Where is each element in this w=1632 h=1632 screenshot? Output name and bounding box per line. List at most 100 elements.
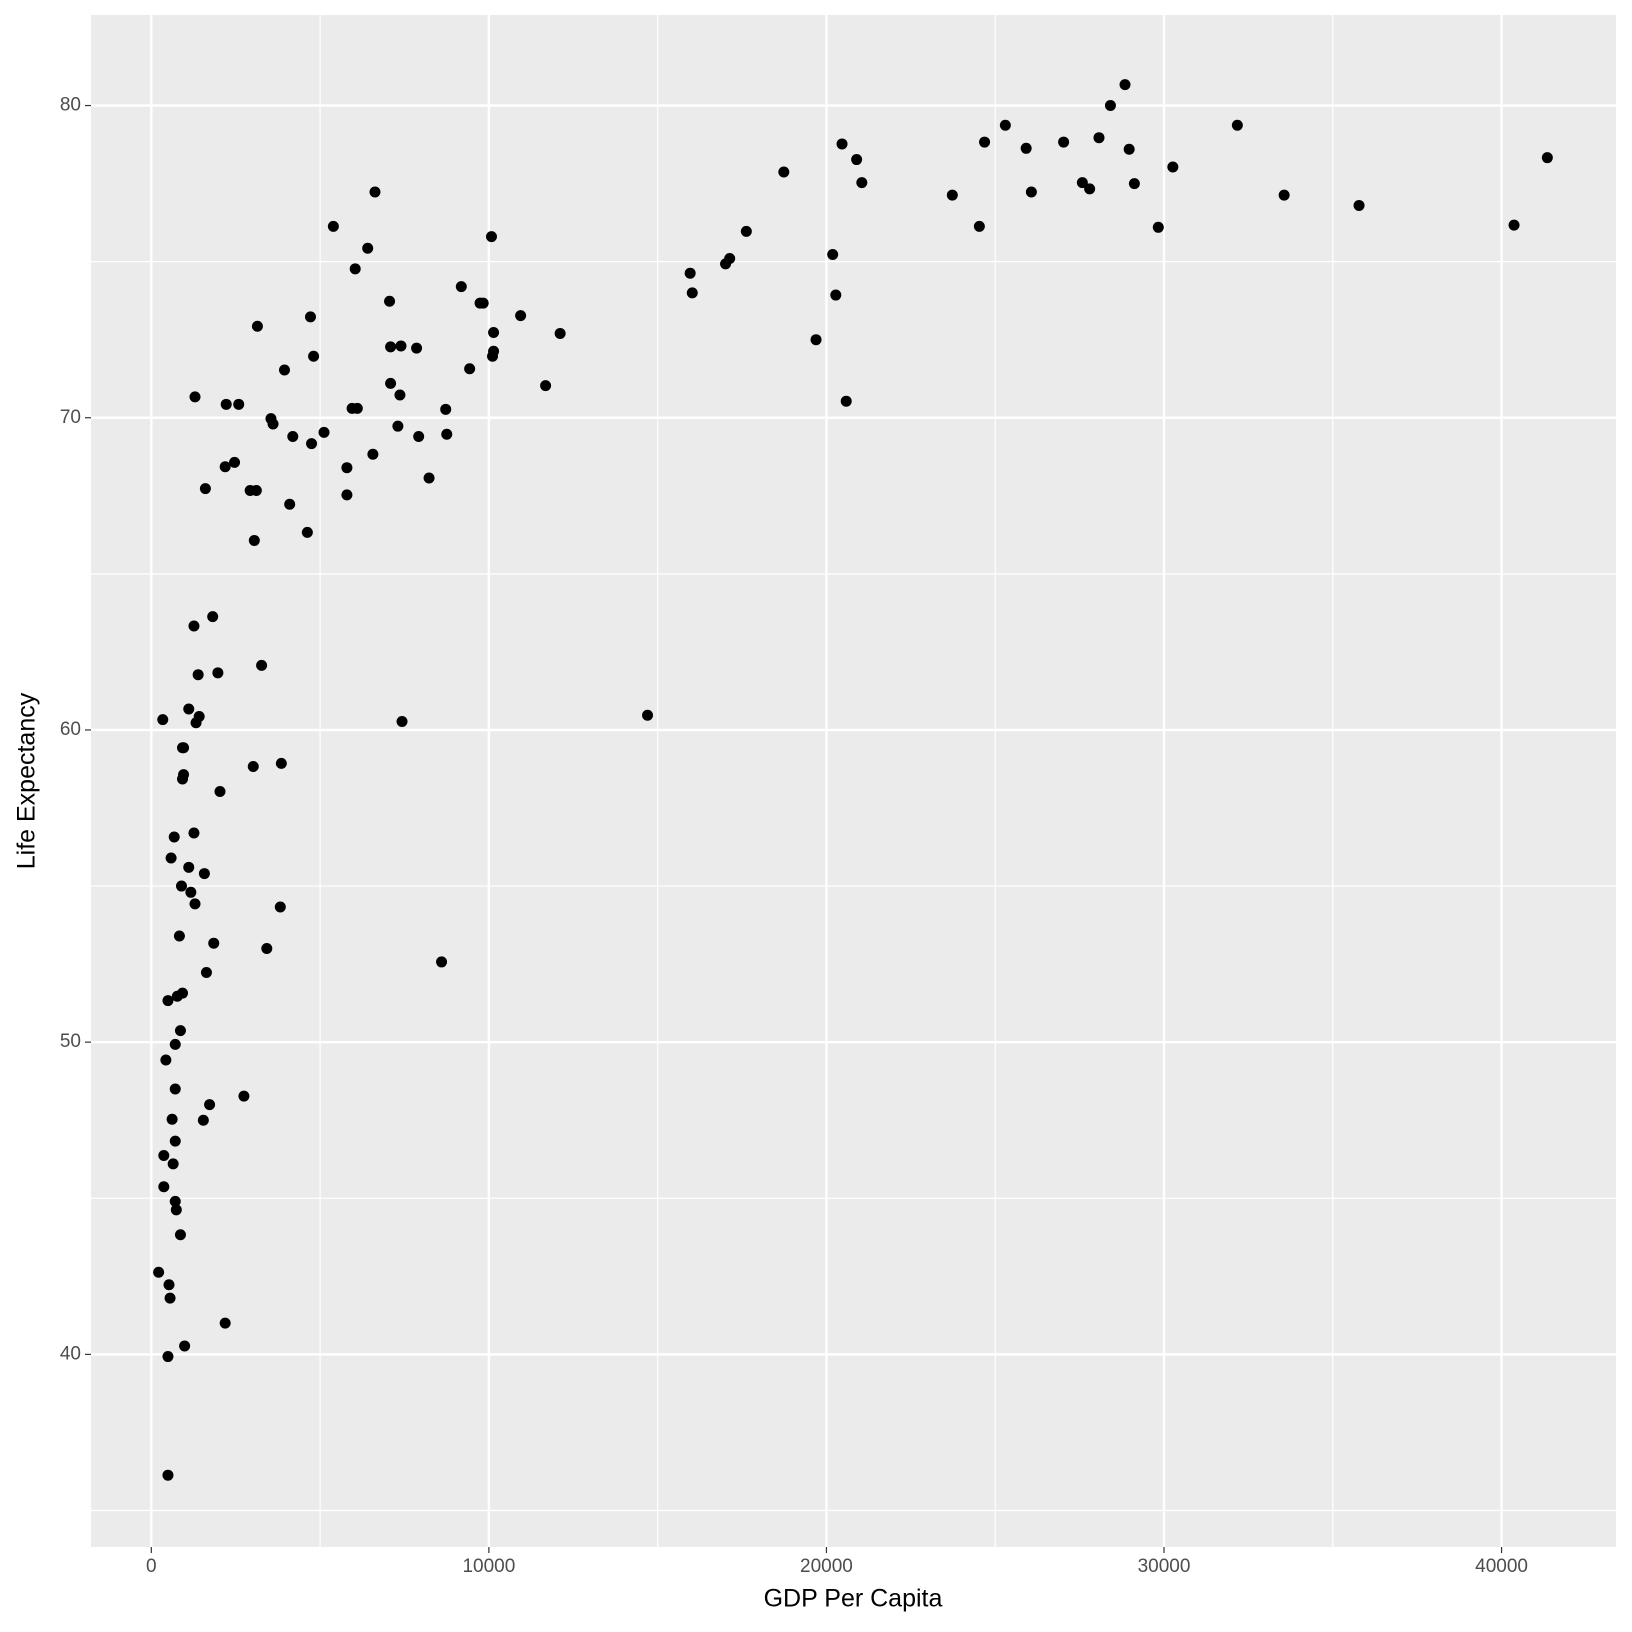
point [250,484,262,496]
point [176,880,188,892]
point [1167,161,1179,173]
point [274,901,286,913]
point [1353,199,1365,211]
point [275,757,287,769]
x-tick-label: 30000 [1138,1556,1191,1577]
point [183,703,195,715]
point [341,489,353,501]
point [413,430,425,442]
point [169,1135,181,1147]
x-tick-label: 0 [146,1556,157,1577]
y-tick-label: 60 [60,719,81,740]
point [238,1090,250,1102]
panel-background [91,15,1616,1547]
point [284,498,296,510]
point [349,263,361,275]
point [1093,132,1105,144]
point [327,220,339,232]
point [1119,79,1131,91]
point [464,363,476,375]
point [189,391,201,403]
y-tick-label: 70 [60,407,81,428]
point [827,248,839,260]
point [219,1317,231,1329]
point [167,1158,179,1170]
point [174,1229,186,1241]
point [153,1266,165,1278]
point [220,398,232,410]
point [367,448,379,460]
point [267,418,279,430]
point [396,716,408,728]
point [192,669,204,681]
point [157,714,169,726]
point [177,773,189,785]
point [301,526,313,538]
point [385,377,397,389]
point [169,1038,181,1050]
point [1152,221,1164,233]
point [190,717,202,729]
point [642,709,654,721]
y-axis-title: Life Expectancy [13,692,41,869]
point [856,177,868,189]
point [173,930,185,942]
point [188,827,200,839]
point [946,189,958,201]
point [248,534,260,546]
point [392,420,404,432]
point [306,438,318,450]
point [178,742,190,754]
point [455,281,467,293]
point [189,898,201,910]
point [369,186,381,198]
point [304,311,316,323]
point [540,380,552,392]
point [308,350,320,362]
point [247,760,259,772]
point [686,287,698,299]
point [384,295,396,307]
point [169,1083,181,1095]
point [1128,178,1140,190]
point [162,1469,174,1481]
point [165,852,177,864]
point [169,1195,181,1207]
point [1123,143,1135,155]
point [515,310,527,322]
point [1076,177,1088,189]
point [183,861,195,873]
point [287,430,299,442]
point [554,327,566,339]
point [395,340,407,352]
point [840,395,852,407]
point [204,1099,216,1111]
point [158,1181,170,1193]
point [163,1279,175,1291]
point [477,297,489,309]
point [341,462,353,474]
point [219,461,231,473]
point [166,1113,178,1125]
point [162,995,174,1007]
point [830,289,842,301]
point [229,456,241,468]
point [411,342,423,354]
point [1508,219,1520,231]
point [1104,100,1116,112]
point [973,220,985,232]
point [261,942,273,954]
point [1278,189,1290,201]
point [436,956,448,968]
point [440,403,452,415]
point [198,868,210,880]
point [168,831,180,843]
y-tick-label: 80 [60,95,81,116]
point [851,154,863,166]
point [1541,152,1553,164]
point [185,886,197,898]
point [233,398,245,410]
point [385,341,397,353]
point [720,258,732,270]
